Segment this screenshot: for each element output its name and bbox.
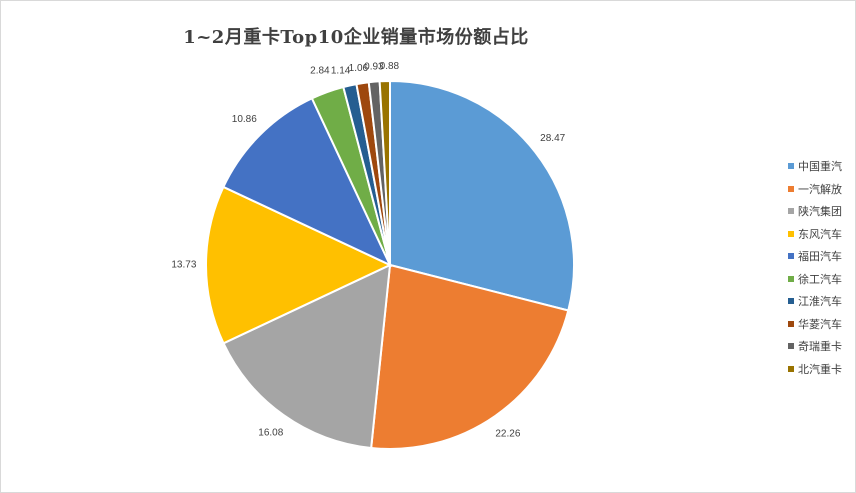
data-label-7: 1.14 — [331, 66, 351, 77]
chart-title: 1~2月重卡Top10企业销量市场份额占比 — [183, 27, 529, 48]
pie-slice-1 — [389, 79, 575, 312]
legend-swatch — [788, 230, 794, 237]
legend-swatch — [788, 163, 794, 170]
legend-label: 徐工汽车 — [798, 272, 842, 286]
legend-item-8: 华菱汽车 — [788, 313, 842, 336]
legend-item-5: 福田汽车 — [788, 245, 842, 268]
pie-slice-2 — [370, 263, 570, 450]
legend-swatch — [788, 275, 794, 282]
legend-label: 北汽重卡 — [798, 362, 842, 376]
legend-label: 奇瑞重卡 — [798, 340, 842, 354]
data-label-5: 10.86 — [232, 114, 257, 125]
legend-label: 东风汽车 — [798, 227, 842, 241]
legend-swatch — [788, 365, 794, 372]
legend-swatch — [788, 185, 794, 192]
pie-slices — [205, 79, 575, 450]
data-label-10: 0.88 — [380, 61, 400, 72]
pie-slice-3 — [222, 263, 392, 450]
legend-item-6: 徐工汽车 — [788, 268, 842, 291]
legend-label: 一汽解放 — [798, 182, 842, 196]
legend-swatch — [788, 208, 794, 215]
legend-label: 华菱汽车 — [798, 317, 842, 331]
legend-label: 福田汽车 — [798, 250, 842, 264]
legend-label: 江淮汽车 — [798, 295, 842, 309]
legend-item-7: 江淮汽车 — [788, 290, 842, 313]
pie-slice-10 — [378, 79, 391, 266]
pie-slice-5 — [222, 97, 393, 268]
legend-label: 中国重汽 — [798, 160, 842, 174]
legend-swatch — [788, 320, 794, 327]
data-label-6: 2.84 — [310, 66, 330, 77]
legend-swatch — [788, 298, 794, 305]
legend-swatch — [788, 253, 794, 260]
pie-data-labels: 28.47 22.26 16.08 13.73 10.86 2.84 1.141.060.9… — [171, 61, 565, 440]
legend-item-1: 中国重汽 — [788, 155, 842, 178]
data-label-4: 13.73 — [171, 260, 196, 271]
legend-item-4: 东风汽车 — [788, 223, 842, 246]
data-label-9: 0.93 — [364, 62, 384, 73]
legend-swatch — [788, 343, 794, 350]
legend-item-2: 一汽解放 — [788, 178, 842, 201]
legend-item-10: 北汽重卡 — [788, 358, 842, 381]
legend: 中国重汽一汽解放陕汽集团东风汽车福田汽车徐工汽车江淮汽车华菱汽车奇瑞重卡北汽重卡 — [788, 155, 842, 380]
legend-item-3: 陕汽集团 — [788, 200, 842, 223]
pie-slice-4 — [205, 185, 393, 345]
data-label-3: 16.08 — [258, 428, 283, 439]
legend-label: 陕汽集团 — [798, 205, 842, 219]
data-label-8: 1.06 — [349, 63, 369, 74]
data-label-2: 22.26 — [495, 429, 520, 440]
legend-item-9: 奇瑞重卡 — [788, 335, 842, 358]
data-label-1: 28.47 — [540, 133, 565, 144]
